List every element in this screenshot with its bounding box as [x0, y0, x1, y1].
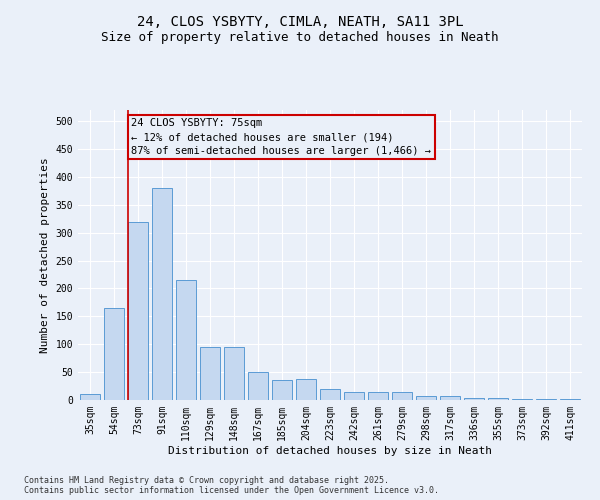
- Bar: [200, 347, 220, 400]
- Bar: [104, 308, 124, 400]
- Text: 24 CLOS YSBYTY: 75sqm
← 12% of detached houses are smaller (194)
87% of semi-det: 24 CLOS YSBYTY: 75sqm ← 12% of detached …: [131, 118, 431, 156]
- Bar: [128, 222, 148, 400]
- Bar: [320, 389, 340, 400]
- Y-axis label: Number of detached properties: Number of detached properties: [40, 157, 50, 353]
- Bar: [224, 347, 244, 400]
- Text: 24, CLOS YSBYTY, CIMLA, NEATH, SA11 3PL: 24, CLOS YSBYTY, CIMLA, NEATH, SA11 3PL: [137, 16, 463, 30]
- Text: Size of property relative to detached houses in Neath: Size of property relative to detached ho…: [101, 31, 499, 44]
- Bar: [152, 188, 172, 400]
- Bar: [416, 396, 436, 400]
- X-axis label: Distribution of detached houses by size in Neath: Distribution of detached houses by size …: [168, 446, 492, 456]
- Bar: [488, 398, 508, 400]
- Bar: [440, 396, 460, 400]
- Bar: [296, 379, 316, 400]
- Bar: [368, 392, 388, 400]
- Text: Contains HM Land Registry data © Crown copyright and database right 2025.
Contai: Contains HM Land Registry data © Crown c…: [24, 476, 439, 495]
- Bar: [392, 392, 412, 400]
- Bar: [176, 280, 196, 400]
- Bar: [344, 392, 364, 400]
- Bar: [80, 394, 100, 400]
- Bar: [248, 372, 268, 400]
- Bar: [272, 380, 292, 400]
- Bar: [464, 398, 484, 400]
